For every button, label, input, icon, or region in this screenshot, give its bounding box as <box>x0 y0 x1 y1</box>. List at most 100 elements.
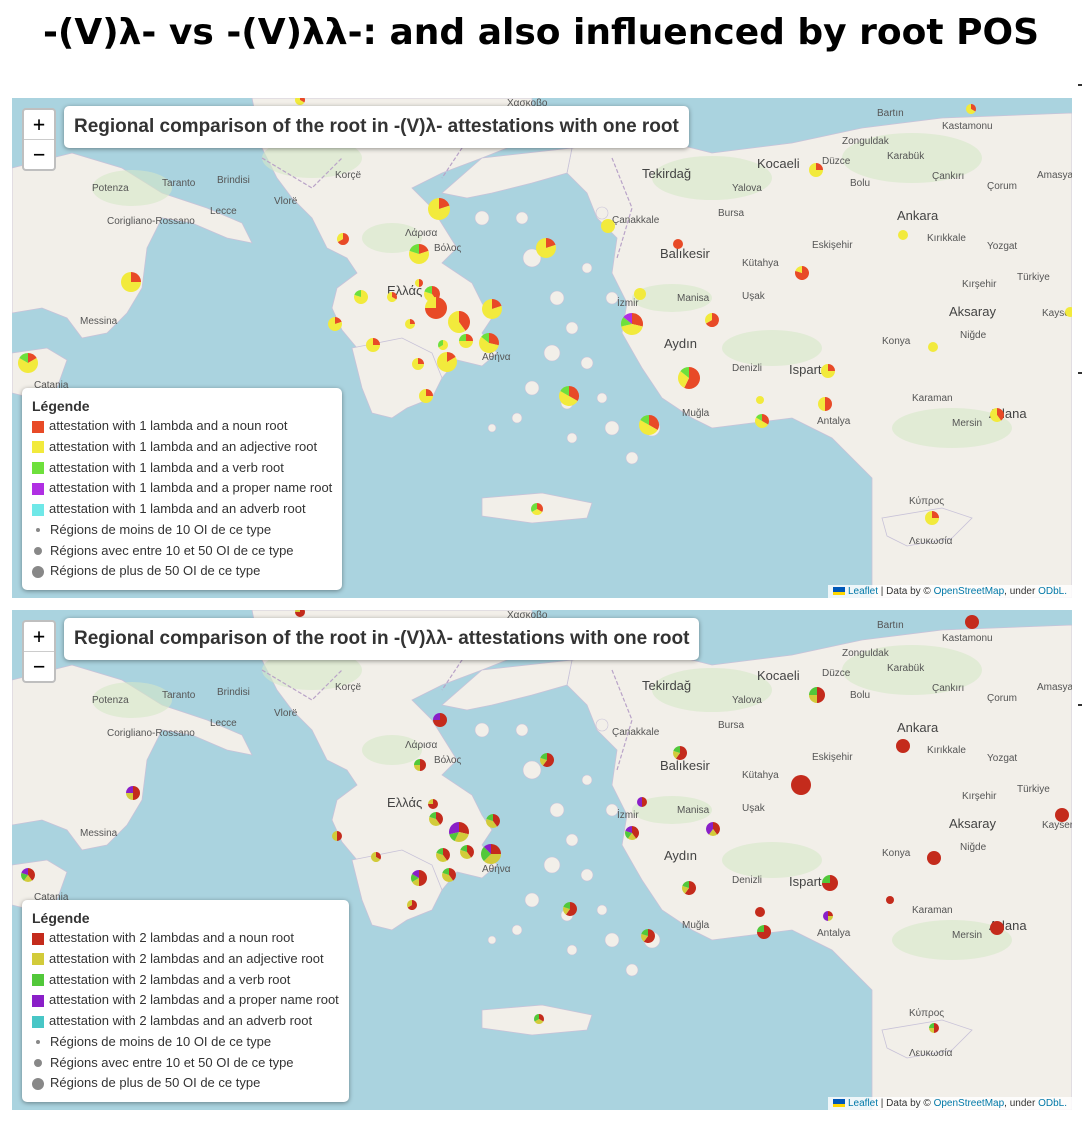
map-double-lambda[interactable]: Tekirdağ Kocaeli Ankara Balıkesir Aydın Ispar… <box>12 610 1072 1110</box>
place-label: Kırıkkale <box>927 233 966 244</box>
place-label: Kayseri <box>1042 308 1072 319</box>
pie-marker <box>1055 808 1069 822</box>
forest-area <box>892 920 1012 960</box>
place-label: Λευκωσία <box>909 536 953 547</box>
pie-slice <box>563 906 570 915</box>
pie-slice <box>449 868 457 881</box>
pie-marker <box>437 352 457 372</box>
odbl-link[interactable]: ODbL. <box>1038 1098 1067 1109</box>
pie-slice <box>625 826 632 833</box>
place-label: Yozgat <box>987 241 1018 252</box>
pie-slice <box>929 1028 934 1033</box>
pie-slice <box>407 900 417 910</box>
leaflet-link[interactable]: Leaflet <box>847 1098 879 1109</box>
osm-link[interactable]: OpenStreetMap <box>933 586 1005 597</box>
pie-marker <box>17 353 38 373</box>
place-label: Amasya <box>1037 682 1072 693</box>
place-label: Bursa <box>718 208 745 219</box>
zoom-in-button[interactable]: + <box>32 624 46 648</box>
pie-slice <box>295 610 305 617</box>
place-label: Potenza <box>92 695 129 706</box>
pie-slice <box>28 868 36 881</box>
place-label: Isparta <box>789 362 829 377</box>
place-label: Tekirdağ <box>642 678 692 693</box>
place-label: Mersin <box>952 930 983 941</box>
place-label: İzmir <box>617 298 639 309</box>
island <box>566 944 578 956</box>
island <box>524 892 540 908</box>
pie-marker <box>427 198 450 220</box>
island <box>625 451 639 465</box>
pie-marker <box>601 219 615 233</box>
pie-slice <box>678 371 689 388</box>
place-label: Aydın <box>664 848 698 863</box>
pie-slice <box>412 878 419 886</box>
pie-slice <box>705 313 720 327</box>
pie-slice <box>817 687 825 703</box>
legend-size-medium: Régions avec entre 10 et 50 OI de ce typ… <box>32 541 332 562</box>
pie-slice <box>705 313 712 324</box>
pie-slice <box>684 367 700 389</box>
place-label: Corigliano-Rossano <box>107 216 195 227</box>
place-label: Catania <box>34 380 69 391</box>
pie-slice <box>300 98 305 103</box>
pie-slice <box>675 746 688 760</box>
zoom-in-button[interactable]: + <box>32 112 46 136</box>
place-label: Zonguldak <box>842 648 889 659</box>
island <box>595 718 609 732</box>
legend-swatch <box>32 1015 44 1028</box>
pie-slice <box>563 902 570 909</box>
island <box>595 206 609 220</box>
pie-slice <box>481 846 491 862</box>
pie-marker <box>755 907 765 917</box>
place-label: Lecce <box>210 206 237 217</box>
place-label: Yalova <box>732 695 762 706</box>
pie-marker <box>757 925 771 939</box>
pie-slice <box>535 238 556 258</box>
pie-slice <box>121 272 141 292</box>
pie-slice <box>971 104 976 112</box>
pie-slice <box>373 338 380 345</box>
place-label: Brindisi <box>217 175 250 186</box>
pie-marker <box>405 319 415 329</box>
zoom-out-button[interactable]: − <box>24 651 54 681</box>
osm-link[interactable]: OpenStreetMap <box>933 1098 1005 1109</box>
pie-slice <box>336 233 343 242</box>
place-label: Corigliano-Rossano <box>107 728 195 739</box>
pie-slice <box>442 872 454 882</box>
pie-slice <box>928 342 938 352</box>
zoom-control: + − <box>22 108 56 171</box>
island <box>549 290 565 306</box>
zoom-out-button[interactable]: − <box>24 139 54 169</box>
forest-area <box>652 156 772 200</box>
pie-slice <box>682 881 689 888</box>
legend-item-proper-name: attestation with 1 lambda and a proper n… <box>32 478 332 499</box>
pie-slice <box>965 615 979 629</box>
odbl-link[interactable]: ODbL. <box>1038 586 1067 597</box>
leaflet-link[interactable]: Leaflet <box>847 586 879 597</box>
place-label: Amasya <box>1037 170 1072 181</box>
island <box>524 380 540 396</box>
pie-marker <box>436 848 451 862</box>
pie-slice <box>627 833 637 840</box>
pie-slice <box>708 829 718 836</box>
pie-marker <box>121 272 141 292</box>
place-label: Ankara <box>897 720 939 735</box>
pie-slice <box>436 852 448 862</box>
pie-slice <box>643 929 655 943</box>
pie-marker <box>928 342 938 352</box>
pie-slice <box>332 831 337 841</box>
place-label: Konya <box>882 336 911 347</box>
pie-slice <box>823 911 828 921</box>
pie-slice <box>460 845 467 852</box>
pie-slice <box>405 319 415 329</box>
map-single-lambda[interactable]: Tekirdağ Kocaeli Ankara Balıkesir Aydın Ispar… <box>12 98 1072 598</box>
pie-marker <box>531 503 543 516</box>
forest-area <box>262 138 362 178</box>
place-label: Muğla <box>682 920 710 931</box>
pie-slice <box>328 317 342 331</box>
pie-slice <box>485 818 498 829</box>
forest-area <box>632 796 712 824</box>
pie-slice <box>621 317 632 327</box>
pie-slice <box>534 1014 539 1022</box>
